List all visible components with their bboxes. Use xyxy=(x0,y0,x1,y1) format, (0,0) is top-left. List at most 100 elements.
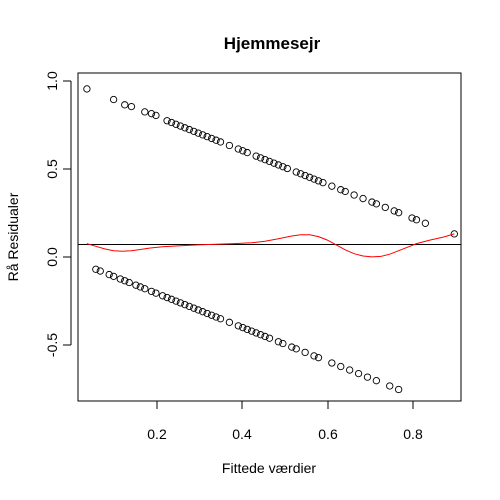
data-point xyxy=(158,292,167,300)
data-point xyxy=(256,154,265,162)
data-point xyxy=(381,203,389,212)
data-point xyxy=(109,272,118,280)
data-point xyxy=(310,175,318,183)
data-point xyxy=(301,348,309,357)
data-point xyxy=(125,278,133,287)
data-point xyxy=(274,161,283,169)
smooth-trend-line xyxy=(86,233,455,258)
data-point xyxy=(350,191,358,199)
data-point xyxy=(147,287,156,296)
data-point xyxy=(252,329,260,337)
data-point xyxy=(288,343,296,351)
residual-points xyxy=(83,85,458,394)
data-point xyxy=(116,275,124,283)
data-point xyxy=(328,359,336,367)
data-point xyxy=(395,209,403,217)
y-axis: 1.0 0.5 0.0 -0.5 xyxy=(44,71,72,357)
data-point xyxy=(212,313,220,321)
y-tick-label: 0.5 xyxy=(44,159,60,179)
data-point xyxy=(301,171,309,180)
data-point xyxy=(372,200,381,208)
data-point xyxy=(256,331,265,339)
data-point xyxy=(314,354,323,362)
data-point xyxy=(92,265,100,273)
y-tick-label: 1.0 xyxy=(44,71,60,91)
data-point xyxy=(127,102,136,111)
data-point xyxy=(181,300,189,309)
data-point xyxy=(167,295,176,303)
x-tick-label: 0.4 xyxy=(232,426,252,442)
x-tick-label: 0.2 xyxy=(147,426,167,442)
x-tick-label: 0.6 xyxy=(318,426,338,442)
data-point xyxy=(185,125,193,134)
y-tick-label: -0.5 xyxy=(44,333,60,357)
data-point xyxy=(203,309,211,318)
data-point xyxy=(239,147,247,155)
data-point xyxy=(152,289,160,297)
plot-area-frame xyxy=(77,72,462,402)
data-point xyxy=(199,308,207,316)
data-point xyxy=(147,110,156,118)
data-point xyxy=(212,136,220,144)
data-point xyxy=(194,306,202,314)
data-point xyxy=(141,285,149,293)
data-point xyxy=(225,141,234,150)
data-point xyxy=(292,168,300,176)
data-point xyxy=(163,293,171,302)
data-point xyxy=(368,198,376,206)
data-point xyxy=(163,117,171,125)
data-point xyxy=(239,323,247,332)
chart-title: Hjemmesejr xyxy=(224,34,321,53)
data-point xyxy=(216,315,225,323)
data-point xyxy=(172,297,180,305)
data-point xyxy=(274,338,283,346)
data-point xyxy=(207,311,216,319)
data-point xyxy=(234,145,242,153)
data-point xyxy=(243,148,251,157)
data-point xyxy=(421,219,430,227)
data-point xyxy=(141,108,149,116)
data-point xyxy=(176,122,185,130)
data-point xyxy=(310,352,318,360)
y-tick-label: 0.0 xyxy=(44,247,60,267)
y-axis-title: Rå Residualer xyxy=(5,192,21,281)
data-point xyxy=(265,157,274,166)
data-point xyxy=(83,85,91,93)
data-point xyxy=(314,177,323,185)
data-point xyxy=(185,302,193,311)
data-point xyxy=(176,299,185,307)
data-point xyxy=(412,216,421,224)
data-point xyxy=(225,318,234,326)
data-point xyxy=(363,373,372,381)
data-point xyxy=(109,95,118,104)
data-point xyxy=(328,182,336,190)
data-point xyxy=(167,118,176,127)
data-point xyxy=(136,283,144,291)
data-point xyxy=(252,152,260,160)
data-point xyxy=(199,131,207,139)
data-point xyxy=(270,159,278,167)
data-point xyxy=(395,385,403,394)
x-tick-label: 0.8 xyxy=(403,426,423,442)
data-point xyxy=(279,163,287,171)
data-point xyxy=(359,194,367,203)
data-point xyxy=(243,325,251,334)
data-point xyxy=(121,101,129,109)
data-point xyxy=(265,334,274,342)
data-point xyxy=(216,138,225,146)
x-axis-title: Fittede værdier xyxy=(222,460,316,476)
data-point xyxy=(386,382,394,390)
data-point xyxy=(297,170,305,178)
data-point xyxy=(172,120,180,128)
data-point xyxy=(194,129,202,137)
data-point xyxy=(105,270,113,279)
data-point xyxy=(261,332,269,341)
data-point xyxy=(121,277,129,285)
data-point xyxy=(190,127,198,136)
data-point xyxy=(292,345,300,353)
data-point xyxy=(354,369,363,378)
data-point xyxy=(207,134,216,143)
data-point xyxy=(337,186,345,194)
data-point xyxy=(408,214,416,222)
